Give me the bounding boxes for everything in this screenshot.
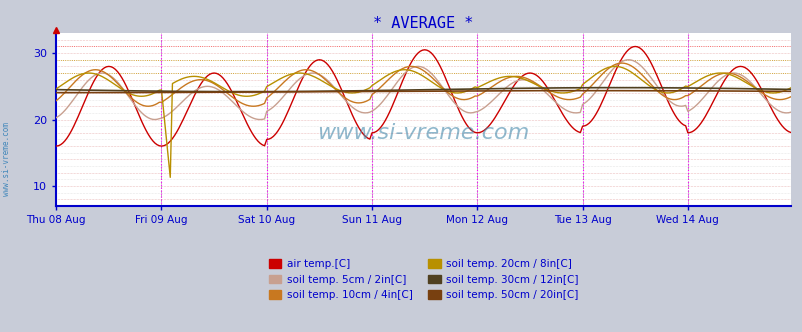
Text: www.si-vreme.com: www.si-vreme.com (2, 123, 11, 196)
Legend: air temp.[C], soil temp. 5cm / 2in[C], soil temp. 10cm / 4in[C], soil temp. 20cm: air temp.[C], soil temp. 5cm / 2in[C], s… (269, 259, 577, 300)
Text: www.si-vreme.com: www.si-vreme.com (317, 123, 529, 143)
Title: * AVERAGE *: * AVERAGE * (373, 16, 473, 31)
